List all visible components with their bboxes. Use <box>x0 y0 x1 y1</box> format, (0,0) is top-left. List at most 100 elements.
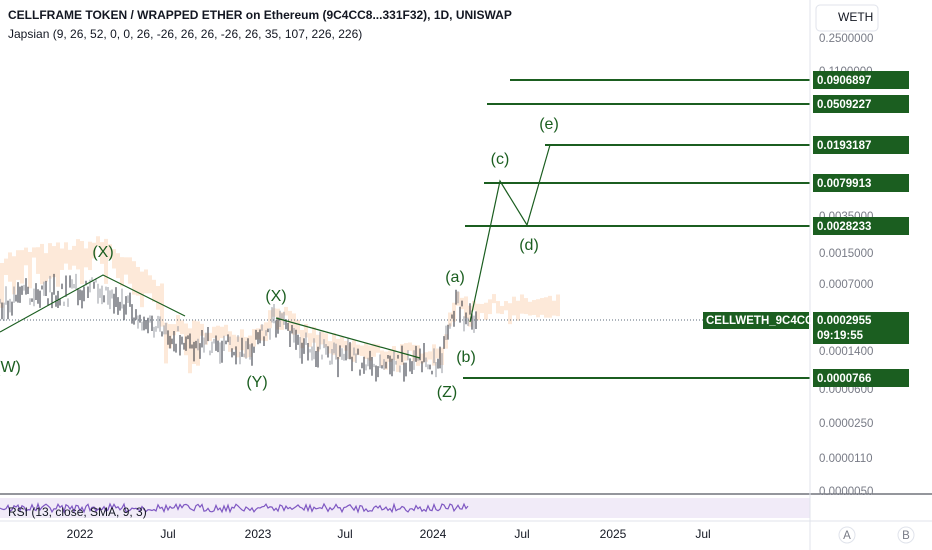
cloud-segment <box>92 242 96 259</box>
level-label: 0.0509227 <box>817 99 871 111</box>
cloud-segment <box>316 334 320 352</box>
price-axis-label: 0.0001400 <box>819 346 873 358</box>
currency-button[interactable] <box>815 4 879 32</box>
cloud-segment <box>540 298 544 315</box>
cloud-segment <box>468 305 472 327</box>
price-axis-label: 0.2500000 <box>819 33 873 45</box>
cloud-segment <box>208 332 212 341</box>
price-axis-label: 0.0000050 <box>819 486 873 498</box>
cloud-segment <box>416 345 420 366</box>
wave-label: (X) <box>265 288 286 305</box>
cloud-segment <box>188 328 192 374</box>
cloud-segment <box>72 245 76 266</box>
cloud-segment <box>224 324 228 337</box>
current-price-badge <box>813 312 909 344</box>
cloud-segment <box>484 302 488 320</box>
cloud-segment <box>164 322 168 364</box>
cloud-segment <box>104 238 108 284</box>
cloud-segment <box>304 323 308 338</box>
cloud-segment <box>152 279 156 302</box>
wave-line <box>0 274 186 333</box>
cloud-segment <box>36 247 40 274</box>
button-label[interactable]: B <box>902 530 910 542</box>
cloud-segment <box>384 351 388 370</box>
cloud-segment <box>532 300 536 315</box>
cloud-segment <box>520 294 524 314</box>
cloud-segment <box>308 333 312 347</box>
symbol: CELLWETH_9C4CC8 <box>706 315 820 327</box>
cloud-segment <box>556 294 560 317</box>
cloud-segment <box>464 296 468 319</box>
cloud-segment <box>280 312 284 330</box>
cloud-segment <box>408 342 412 351</box>
cloud-segment <box>144 269 148 294</box>
button-label[interactable]: A <box>843 530 851 542</box>
level-label: 0.0193187 <box>817 140 871 152</box>
cloud-segment <box>488 299 492 315</box>
time-axis-label: 2025 <box>600 527 627 541</box>
cloud-segment <box>0 262 4 308</box>
wave-label: (d) <box>519 237 539 254</box>
cloud-segment <box>292 313 296 335</box>
cloud-segment <box>100 242 104 264</box>
wave-label: (c) <box>491 151 510 168</box>
button[interactable] <box>897 526 915 544</box>
cloud-segment <box>504 301 508 311</box>
cloud-segment <box>200 323 204 336</box>
wave-label: (Y) <box>246 374 267 391</box>
wave-label: (b) <box>456 349 476 366</box>
wave-label: (a) <box>445 269 465 286</box>
cloud-segment <box>216 325 220 341</box>
button[interactable] <box>838 526 856 544</box>
wave-label: (e) <box>539 116 559 133</box>
cloud-segment <box>20 250 24 284</box>
cloud-segment <box>324 333 328 348</box>
cloud-segment <box>420 353 424 364</box>
cloud-segment <box>268 310 272 329</box>
cloud-segment <box>44 253 48 282</box>
time-axis-label: Jul <box>337 527 352 541</box>
cloud-segment <box>52 246 56 278</box>
cloud-segment <box>508 303 512 325</box>
price-axis-label: 0.0000600 <box>819 384 873 396</box>
cloud-segment <box>528 301 532 316</box>
cloud-segment <box>548 295 552 318</box>
cloud-segment <box>444 334 448 349</box>
title: CELLFRAME TOKEN / WRAPPED ETHER on Ether… <box>8 8 512 22</box>
cloud-segment <box>284 306 288 316</box>
cloud-segment <box>40 243 44 285</box>
cloud-segment <box>396 353 400 372</box>
cloud-segment <box>12 256 16 295</box>
cloud-segment <box>260 324 264 341</box>
cloud-segment <box>288 310 292 331</box>
cloud-segment <box>128 257 132 284</box>
cloud-segment <box>124 257 128 275</box>
cloud-segment <box>220 326 224 339</box>
cloud-segment <box>180 320 184 335</box>
cloud-segment <box>88 241 92 271</box>
cloud-segment <box>236 336 240 358</box>
level-badge <box>813 369 909 387</box>
level-lines <box>463 79 810 379</box>
price-axis-label: 0.0000250 <box>819 418 873 430</box>
cloud-segment <box>68 249 72 270</box>
cloud-segment <box>300 330 304 349</box>
cloud-segment <box>212 326 216 339</box>
cloud-segment <box>544 297 548 318</box>
cloud-segment <box>500 305 504 315</box>
cloud-segment <box>64 242 68 264</box>
rsi-line <box>0 502 469 514</box>
cloud-segment <box>524 298 528 315</box>
cloud-segment <box>132 261 136 295</box>
cloud-segment <box>480 303 484 314</box>
cloud-segment <box>476 303 480 321</box>
price-axis-label: 0.0007000 <box>819 279 873 291</box>
cloud-segment <box>24 247 28 266</box>
currency[interactable]: WETH <box>838 10 873 24</box>
cloud-segment <box>116 253 120 279</box>
rsi-label: RSI (13, close, SMA, 9, 3) <box>8 505 147 519</box>
cloud-segment <box>80 240 84 285</box>
indicator: Japsian (9, 26, 52, 0, 0, 26, -26, 26, 2… <box>8 27 362 41</box>
